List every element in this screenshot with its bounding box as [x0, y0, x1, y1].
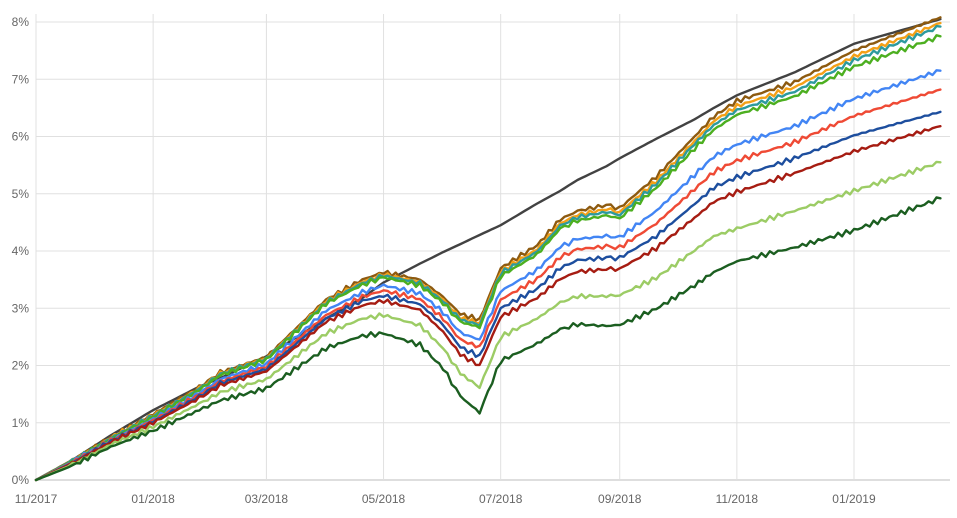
- x-tick-label: 03/2018: [245, 492, 289, 506]
- y-tick-label: 7%: [12, 72, 30, 86]
- series-line: [34, 69, 942, 482]
- series-line: [34, 88, 942, 482]
- y-tick-label: 6%: [12, 130, 30, 144]
- y-tick-label: 5%: [12, 187, 30, 201]
- y-axis-tick-labels: 0% 1% 2% 3% 4% 5% 6% 7% 8%: [12, 15, 30, 487]
- series-line: [34, 17, 942, 482]
- y-tick-label: 0%: [12, 473, 30, 487]
- gridlines: [35, 14, 950, 481]
- x-tick-label: 09/2018: [598, 492, 642, 506]
- series-lines: [34, 16, 942, 482]
- series-line: [34, 34, 942, 482]
- y-tick-label: 3%: [12, 301, 30, 315]
- x-tick-label: 11/2018: [716, 492, 759, 506]
- x-tick-label: 01/2018: [131, 492, 175, 506]
- y-tick-label: 2%: [12, 359, 30, 373]
- x-tick-label: 07/2018: [479, 492, 523, 506]
- x-tick-label: 01/2019: [832, 492, 876, 506]
- y-tick-label: 1%: [12, 416, 30, 430]
- x-tick-label: 11/2017: [15, 492, 58, 506]
- x-axis-tick-labels: 11/2017 01/2018 03/2018 05/2018 07/2018 09/20…: [15, 492, 876, 506]
- series-line: [34, 196, 942, 482]
- y-tick-label: 4%: [12, 244, 30, 258]
- x-tick-label: 05/2018: [362, 492, 406, 506]
- series-line: [34, 125, 942, 482]
- y-tick-label: 8%: [12, 15, 30, 29]
- series-line: [34, 160, 942, 482]
